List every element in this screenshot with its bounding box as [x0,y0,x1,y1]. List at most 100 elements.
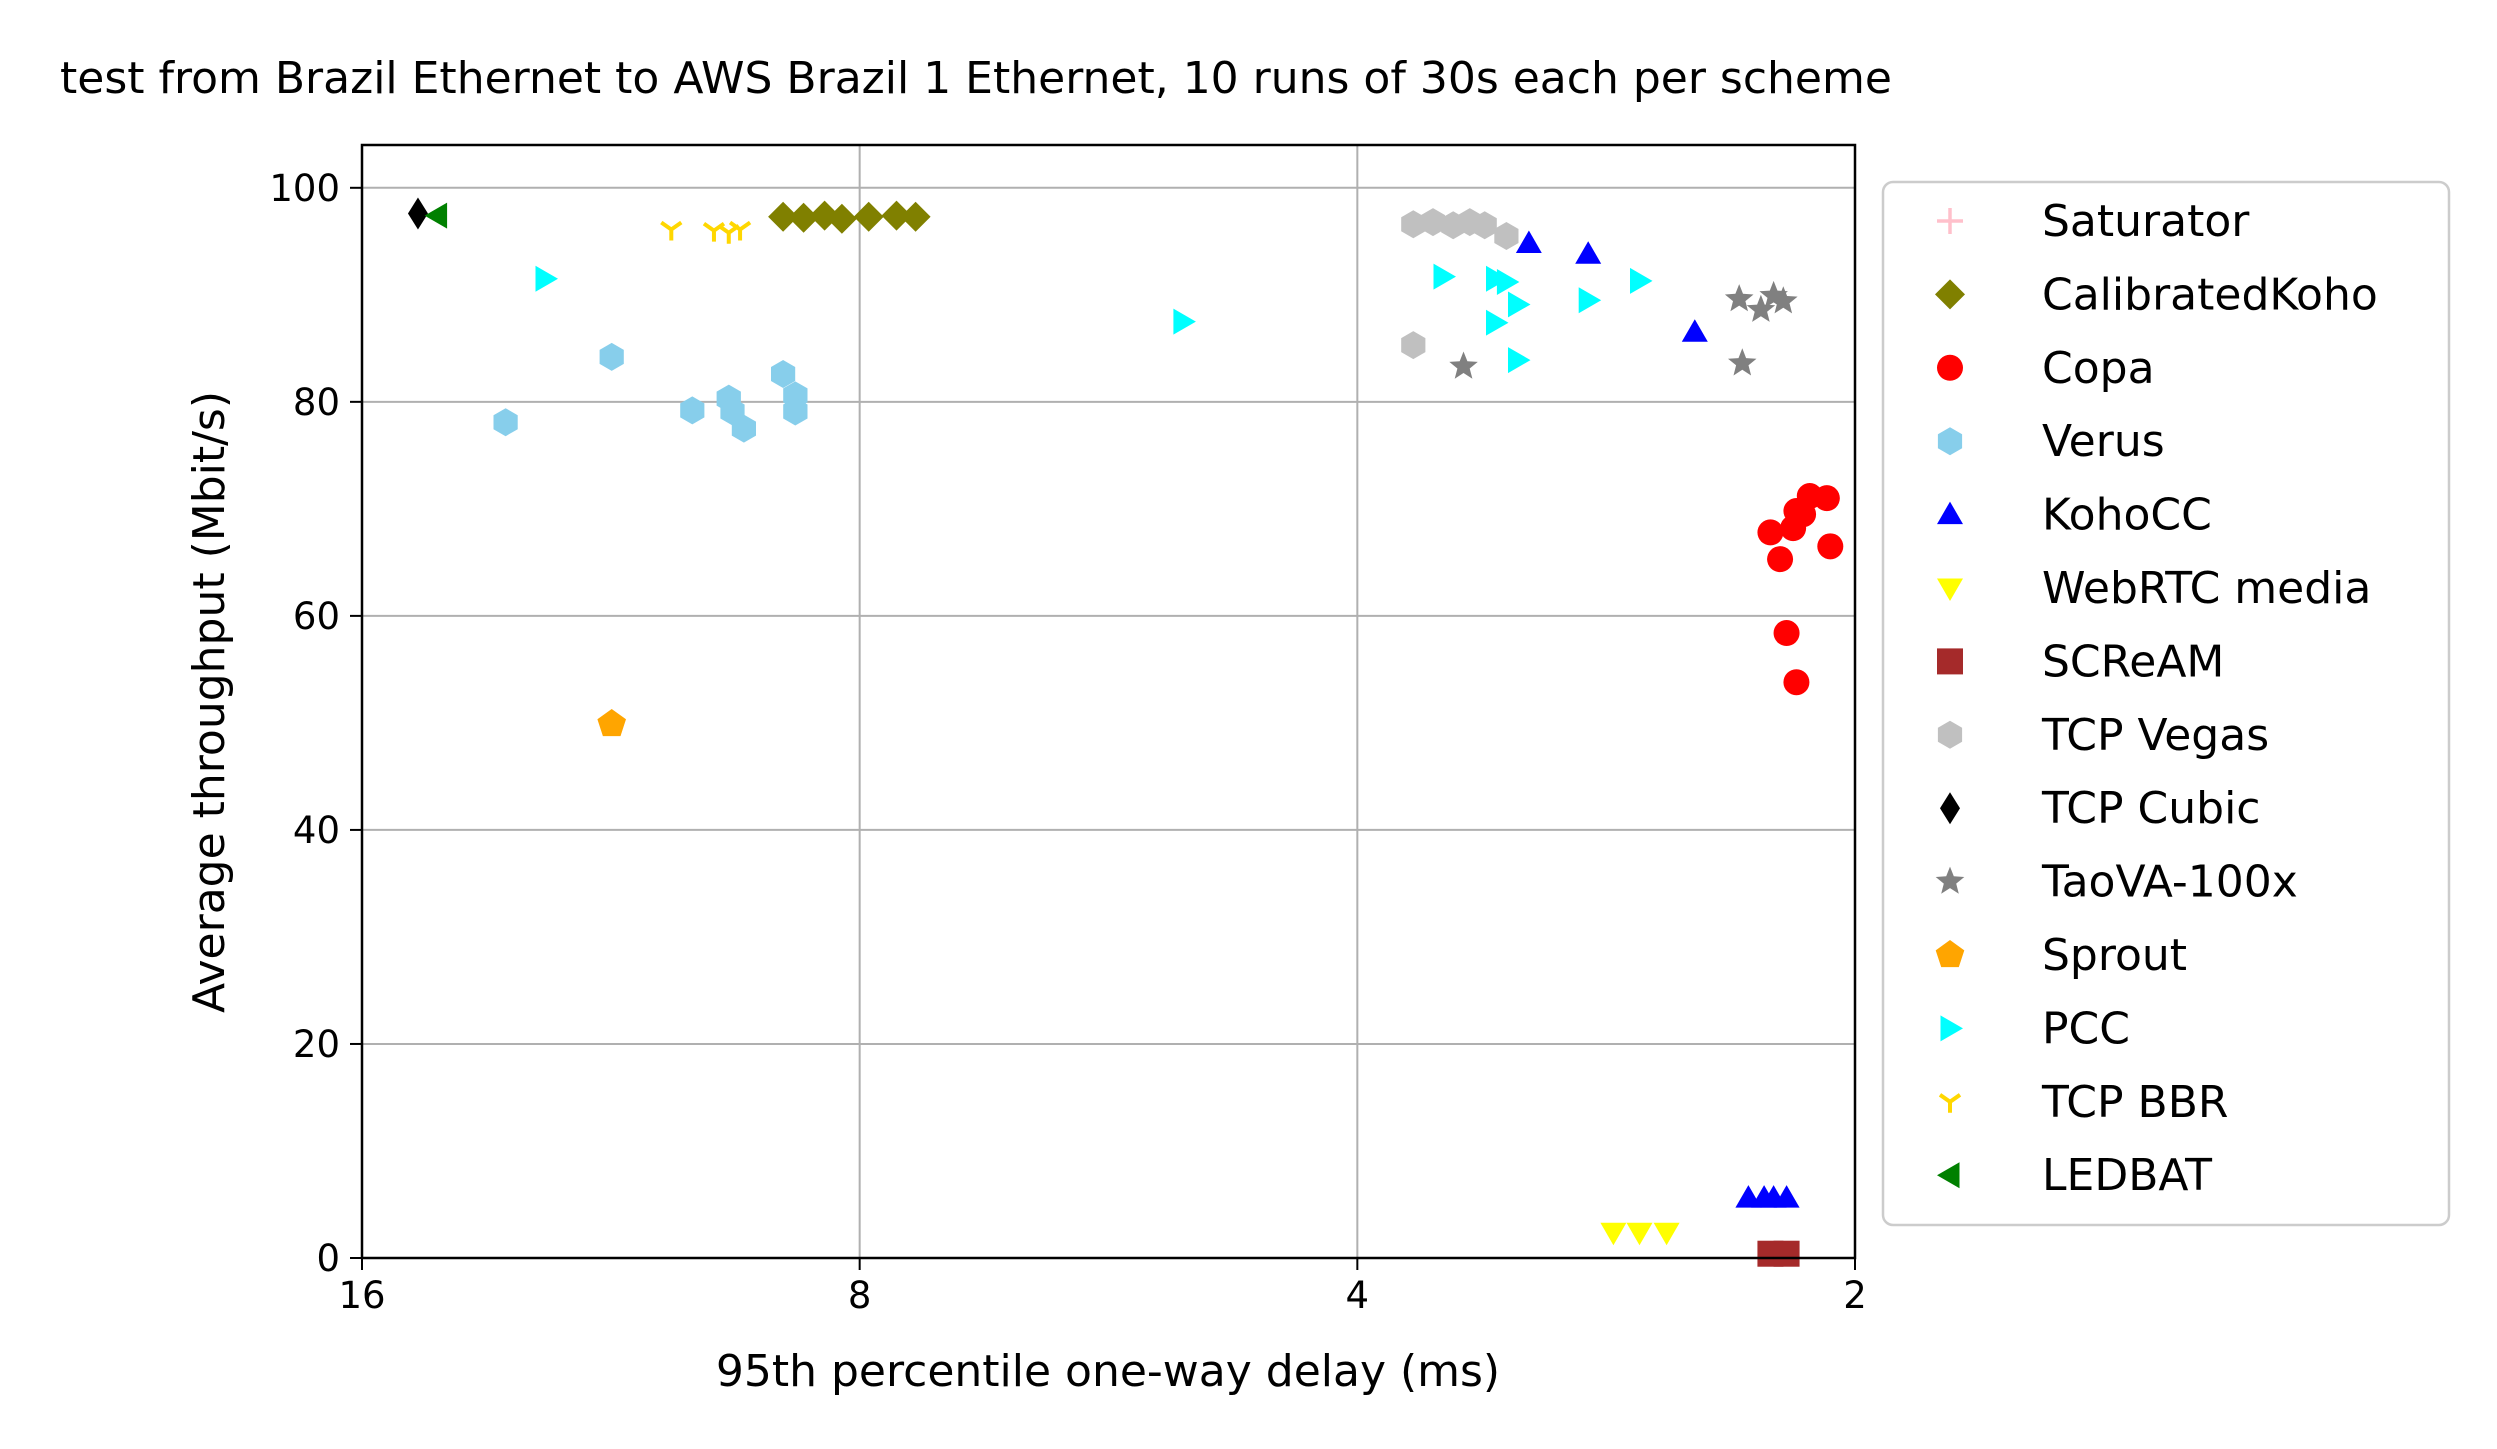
legend-label-copa: Copa [2042,343,2155,394]
point-pcc [1486,309,1509,336]
point-verus [680,396,705,425]
x-tick-label: 2 [1843,1274,1867,1317]
point-copa [1813,485,1840,512]
legend-label-taova-100x: TaoVA-100x [2041,857,2298,908]
point-webrtc-media [1600,1222,1627,1246]
legend-label-tcp-vegas: TCP Vegas [2041,710,2269,761]
legend-marker-copa [1937,354,1963,381]
point-kohocc [1773,1185,1800,1208]
chart-title: test from Brazil Ethernet to AWS Brazil … [60,53,1892,104]
y-tick-label: 0 [316,1237,340,1280]
point-taova-100x [1724,284,1754,312]
point-pcc [535,265,558,292]
point-verus [783,397,808,426]
point-tcp-vegas [1401,331,1426,360]
legend-label-tcp-bbr: TCP BBR [2041,1077,2228,1128]
point-pcc [1630,267,1653,294]
point-tcp-bbr [728,220,752,241]
legend-label-pcc: PCC [2042,1003,2130,1054]
point-taova-100x [1759,280,1788,308]
point-verus [493,408,518,437]
legend-label-saturator: Saturator [2042,196,2250,247]
point-calibratedkoho [788,202,819,233]
x-axis-label: 95th percentile one-way delay (ms) [716,1346,1500,1397]
plot-frame [360,143,1857,1260]
x-tick-label: 8 [848,1274,872,1317]
y-tick-label: 60 [293,595,340,638]
point-calibratedkoho [881,200,912,231]
legend-marker-tcp-vegas [1937,720,1963,749]
point-taova-100x [1449,351,1478,379]
legend-marker-tcp-cubic [1940,792,1960,825]
point-copa [1783,669,1810,696]
point-sprout [597,709,626,737]
point-calibratedkoho [900,201,931,232]
point-pcc [1433,263,1456,290]
legend-label-scream: SCReAM [2042,636,2224,687]
point-scream [1773,1240,1800,1267]
legend-marker-tcp-bbr [1938,1093,1962,1113]
legend-label-verus: Verus [2042,416,2165,467]
legend-marker-scream [1937,648,1963,675]
point-kohocc [1515,230,1542,253]
point-pcc [1578,287,1602,314]
legend-label-tcp-cubic: TCP Cubic [2041,783,2261,834]
legend-marker-pcc [1940,1015,1963,1042]
point-copa [1757,519,1784,546]
point-ledbat [424,202,448,229]
legend-label-calibratedkoho: CalibratedKoho [2042,269,2378,320]
legend: Saturator CalibratedKoho Copa Verus KohoCC We… [1881,180,2451,1227]
point-tcp-vegas [1420,208,1446,237]
legend-marker-saturator [1937,208,1963,234]
y-axis-ticks: 0 20 40 60 80 100 [269,167,362,1280]
point-pcc [1173,308,1196,335]
point-taova-100x [1746,294,1776,322]
y-axis-label: Average throughput (Mbit/s) [184,391,235,1013]
y-tick-label: 20 [293,1023,340,1066]
legend-box [1881,180,2451,1227]
x-tick-label: 4 [1346,1274,1370,1317]
legend-marker-ledbat [1937,1162,1960,1189]
legend-marker-kohocc [1937,501,1963,525]
point-pcc [1496,269,1520,295]
y-tick-label: 80 [293,381,340,424]
data-points [407,197,1844,1267]
point-tcp-vegas [1494,222,1519,250]
point-webrtc-media [1626,1222,1653,1246]
point-tcp-vegas [1401,210,1426,239]
legend-label-sprout: Sprout [2042,930,2187,981]
point-calibratedkoho [826,203,857,234]
point-verus [599,342,624,371]
legend-marker-taova-100x [1935,866,1965,894]
point-copa [1817,533,1844,560]
point-tcp-bbr [660,220,683,241]
point-tcp-vegas [1472,211,1497,240]
point-pcc [1508,291,1531,318]
point-tcp-cubic [407,197,428,230]
y-tick-label: 40 [293,809,340,852]
legend-label-webrtc-media: WebRTC media [2042,563,2371,614]
x-axis-ticks: 16 8 4 2 [338,1258,1867,1317]
point-verus [731,414,756,443]
legend-marker-verus [1937,427,1963,456]
grid-lines [361,145,1856,1259]
point-taova-100x [1769,286,1798,314]
point-pcc [1508,347,1531,374]
legend-items: Saturator CalibratedKoho Copa Verus KohoCC We… [1935,196,2378,1201]
point-calibratedkoho [768,201,799,232]
point-copa [1790,501,1817,528]
point-calibratedkoho [853,201,884,232]
y-tick-label: 100 [269,167,340,210]
point-taova-100x [1728,348,1757,376]
point-kohocc [1575,241,1602,264]
point-verus [771,360,796,388]
legend-marker-webrtc-media [1937,578,1963,601]
legend-label-kohocc: KohoCC [2042,490,2212,541]
point-webrtc-media [1653,1222,1680,1246]
x-tick-label: 16 [338,1274,385,1317]
legend-marker-sprout [1935,940,1965,968]
point-kohocc [1681,319,1708,342]
point-copa [1767,546,1794,573]
point-copa [1773,620,1800,647]
legend-marker-calibratedkoho [1935,279,1965,310]
